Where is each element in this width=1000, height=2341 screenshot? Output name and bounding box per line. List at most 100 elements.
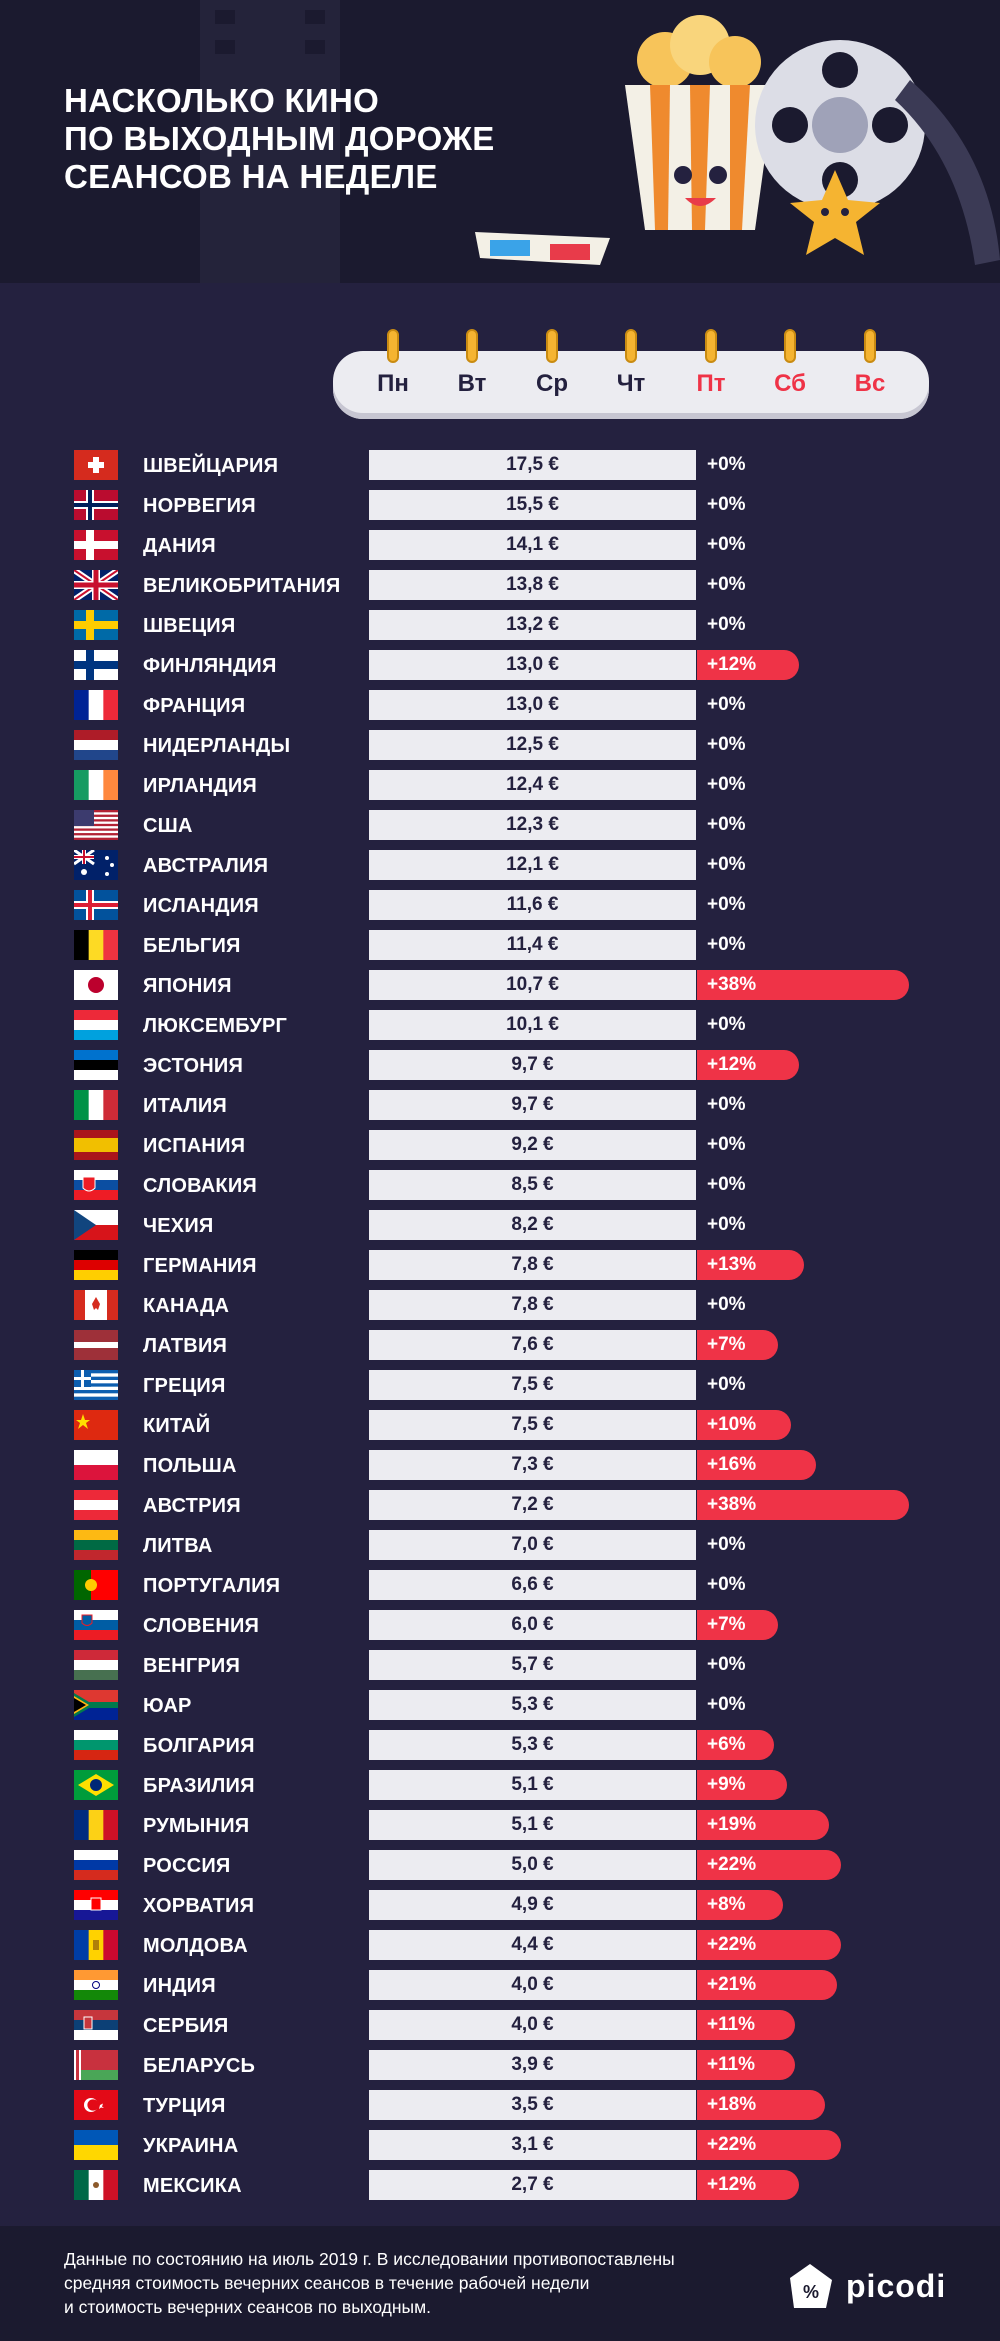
flag-pl-icon [74,1450,118,1480]
country-name: СЛОВЕНИЯ [143,1615,260,1637]
country-row: ИРЛАНДИЯ 12,4 € +0% [0,770,1000,800]
markup-label: +0% [707,1694,746,1715]
flag-pt-icon [74,1570,118,1600]
flag-hr-icon [74,1890,118,1920]
country-name: МОЛДОВА [143,1935,248,1957]
price-bar: 15,5 € [369,490,696,520]
price-bar: 7,2 € [369,1490,696,1520]
country-row: ГРЕЦИЯ 7,5 € +0% [0,1370,1000,1400]
country-row: СЕРБИЯ 4,0 € +11% [0,2010,1000,2040]
footer: Данные по состоянию на июль 2019 г. В ис… [0,2226,1000,2341]
markup-label: +0% [707,1214,746,1235]
flag-fr-icon [74,690,118,720]
markup-bar: +10% [697,1410,791,1440]
flag-gb-icon [74,570,118,600]
price-bar: 13,8 € [369,570,696,600]
day-label: Вт [457,370,487,397]
flag-dk-icon [74,530,118,560]
flag-by-icon [74,2050,118,2080]
country-row: СЛОВЕНИЯ 6,0 € +7% [0,1610,1000,1640]
markup-label: +0% [707,1174,746,1195]
price-bar: 13,0 € [369,690,696,720]
markup-bar: +13% [697,1250,804,1280]
markup-bar: +22% [697,1930,842,1960]
price-bar: 4,0 € [369,2010,696,2040]
markup-label: +0% [707,1534,746,1555]
markup-label: +0% [707,534,746,555]
price-bar: 10,1 € [369,1010,696,1040]
country-row: ИТАЛИЯ 9,7 € +0% [0,1090,1000,1120]
country-name: РУМЫНИЯ [143,1815,250,1837]
country-name: ПОЛЬША [143,1455,237,1477]
flag-za-icon [74,1690,118,1720]
flag-at-icon [74,1490,118,1520]
markup-label: +0% [707,734,746,755]
country-name: ТУРЦИЯ [143,2095,226,2117]
price-bar: 14,1 € [369,530,696,560]
markup-bar: +22% [697,2130,842,2160]
price-bar: 7,0 € [369,1530,696,1560]
day-label: Сб [774,370,806,397]
country-name: ПОРТУГАЛИЯ [143,1575,281,1597]
calendar-ring-icon [705,329,717,363]
markup-bar: +12% [697,650,800,680]
price-bar: 9,7 € [369,1050,696,1080]
markup-bar: +12% [697,1050,800,1080]
country-name: ДАНИЯ [143,535,216,557]
price-bar: 7,8 € [369,1250,696,1280]
country-row: КАНАДА 7,8 € +0% [0,1290,1000,1320]
country-name: ИСЛАНДИЯ [143,895,259,917]
country-name: ИРЛАНДИЯ [143,775,257,797]
title-line: ПО ВЫХОДНЫМ ДОРОЖЕ [64,120,495,157]
flag-jp-icon [74,970,118,1000]
markup-label: +0% [707,1134,746,1155]
country-row: ШВЕЙЦАРИЯ 17,5 € +0% [0,450,1000,480]
markup-label: +0% [707,1014,746,1035]
country-name: АВСТРИЯ [143,1495,241,1517]
country-row: БЕЛАРУСЬ 3,9 € +11% [0,2050,1000,2080]
country-row: ЛИТВА 7,0 € +0% [0,1530,1000,1560]
country-row: ФИНЛЯНДИЯ 13,0 € +12% [0,650,1000,680]
country-row: СЛОВАКИЯ 8,5 € +0% [0,1170,1000,1200]
markup-label: +0% [707,1654,746,1675]
flag-nl-icon [74,730,118,760]
markup-bar: +6% [697,1730,775,1760]
markup-label: +0% [707,494,746,515]
country-row: ИСЛАНДИЯ 11,6 € +0% [0,890,1000,920]
country-name: БЕЛАРУСЬ [143,2055,256,2077]
country-row: ФРАНЦИЯ 13,0 € +0% [0,690,1000,720]
country-name: ЛЮКСЕМБУРГ [143,1015,288,1037]
markup-bar: +38% [697,1490,909,1520]
price-bar: 3,5 € [369,2090,696,2120]
flag-ro-icon [74,1810,118,1840]
price-bar: 5,0 € [369,1850,696,1880]
price-bar: 12,4 € [369,770,696,800]
flag-rs-icon [74,2010,118,2040]
country-name: СЛОВАКИЯ [143,1175,257,1197]
country-row: ГЕРМАНИЯ 7,8 € +13% [0,1250,1000,1280]
country-row: КИТАЙ 7,5 € +10% [0,1410,1000,1440]
country-name: ЮАР [143,1695,192,1717]
flag-no-icon [74,490,118,520]
footnote-line: средняя стоимость вечерних сеансов в теч… [64,2273,590,2293]
markup-bar: +22% [697,1850,842,1880]
price-bar: 12,1 € [369,850,696,880]
country-row: АВСТРИЯ 7,2 € +38% [0,1490,1000,1520]
flag-is-icon [74,890,118,920]
flag-be-icon [74,930,118,960]
country-row: ИНДИЯ 4,0 € +21% [0,1970,1000,2000]
markup-label: +0% [707,694,746,715]
footnote-line: Данные по состоянию на июль 2019 г. В ис… [64,2249,675,2269]
header-banner: НАСКОЛЬКО КИНО ПО ВЫХОДНЫМ ДОРОЖЕ СЕАНСО… [0,0,1000,283]
country-name: РОССИЯ [143,1855,231,1877]
country-name: КИТАЙ [143,1415,211,1437]
price-bar: 12,3 € [369,810,696,840]
price-bar: 17,5 € [369,450,696,480]
markup-label: +0% [707,574,746,595]
country-row: ЧЕХИЯ 8,2 € +0% [0,1210,1000,1240]
country-row: ЭСТОНИЯ 9,7 € +12% [0,1050,1000,1080]
flag-md-icon [74,1930,118,1960]
country-name: ИСПАНИЯ [143,1135,246,1157]
flag-es-icon [74,1130,118,1160]
flag-cz-icon [74,1210,118,1240]
